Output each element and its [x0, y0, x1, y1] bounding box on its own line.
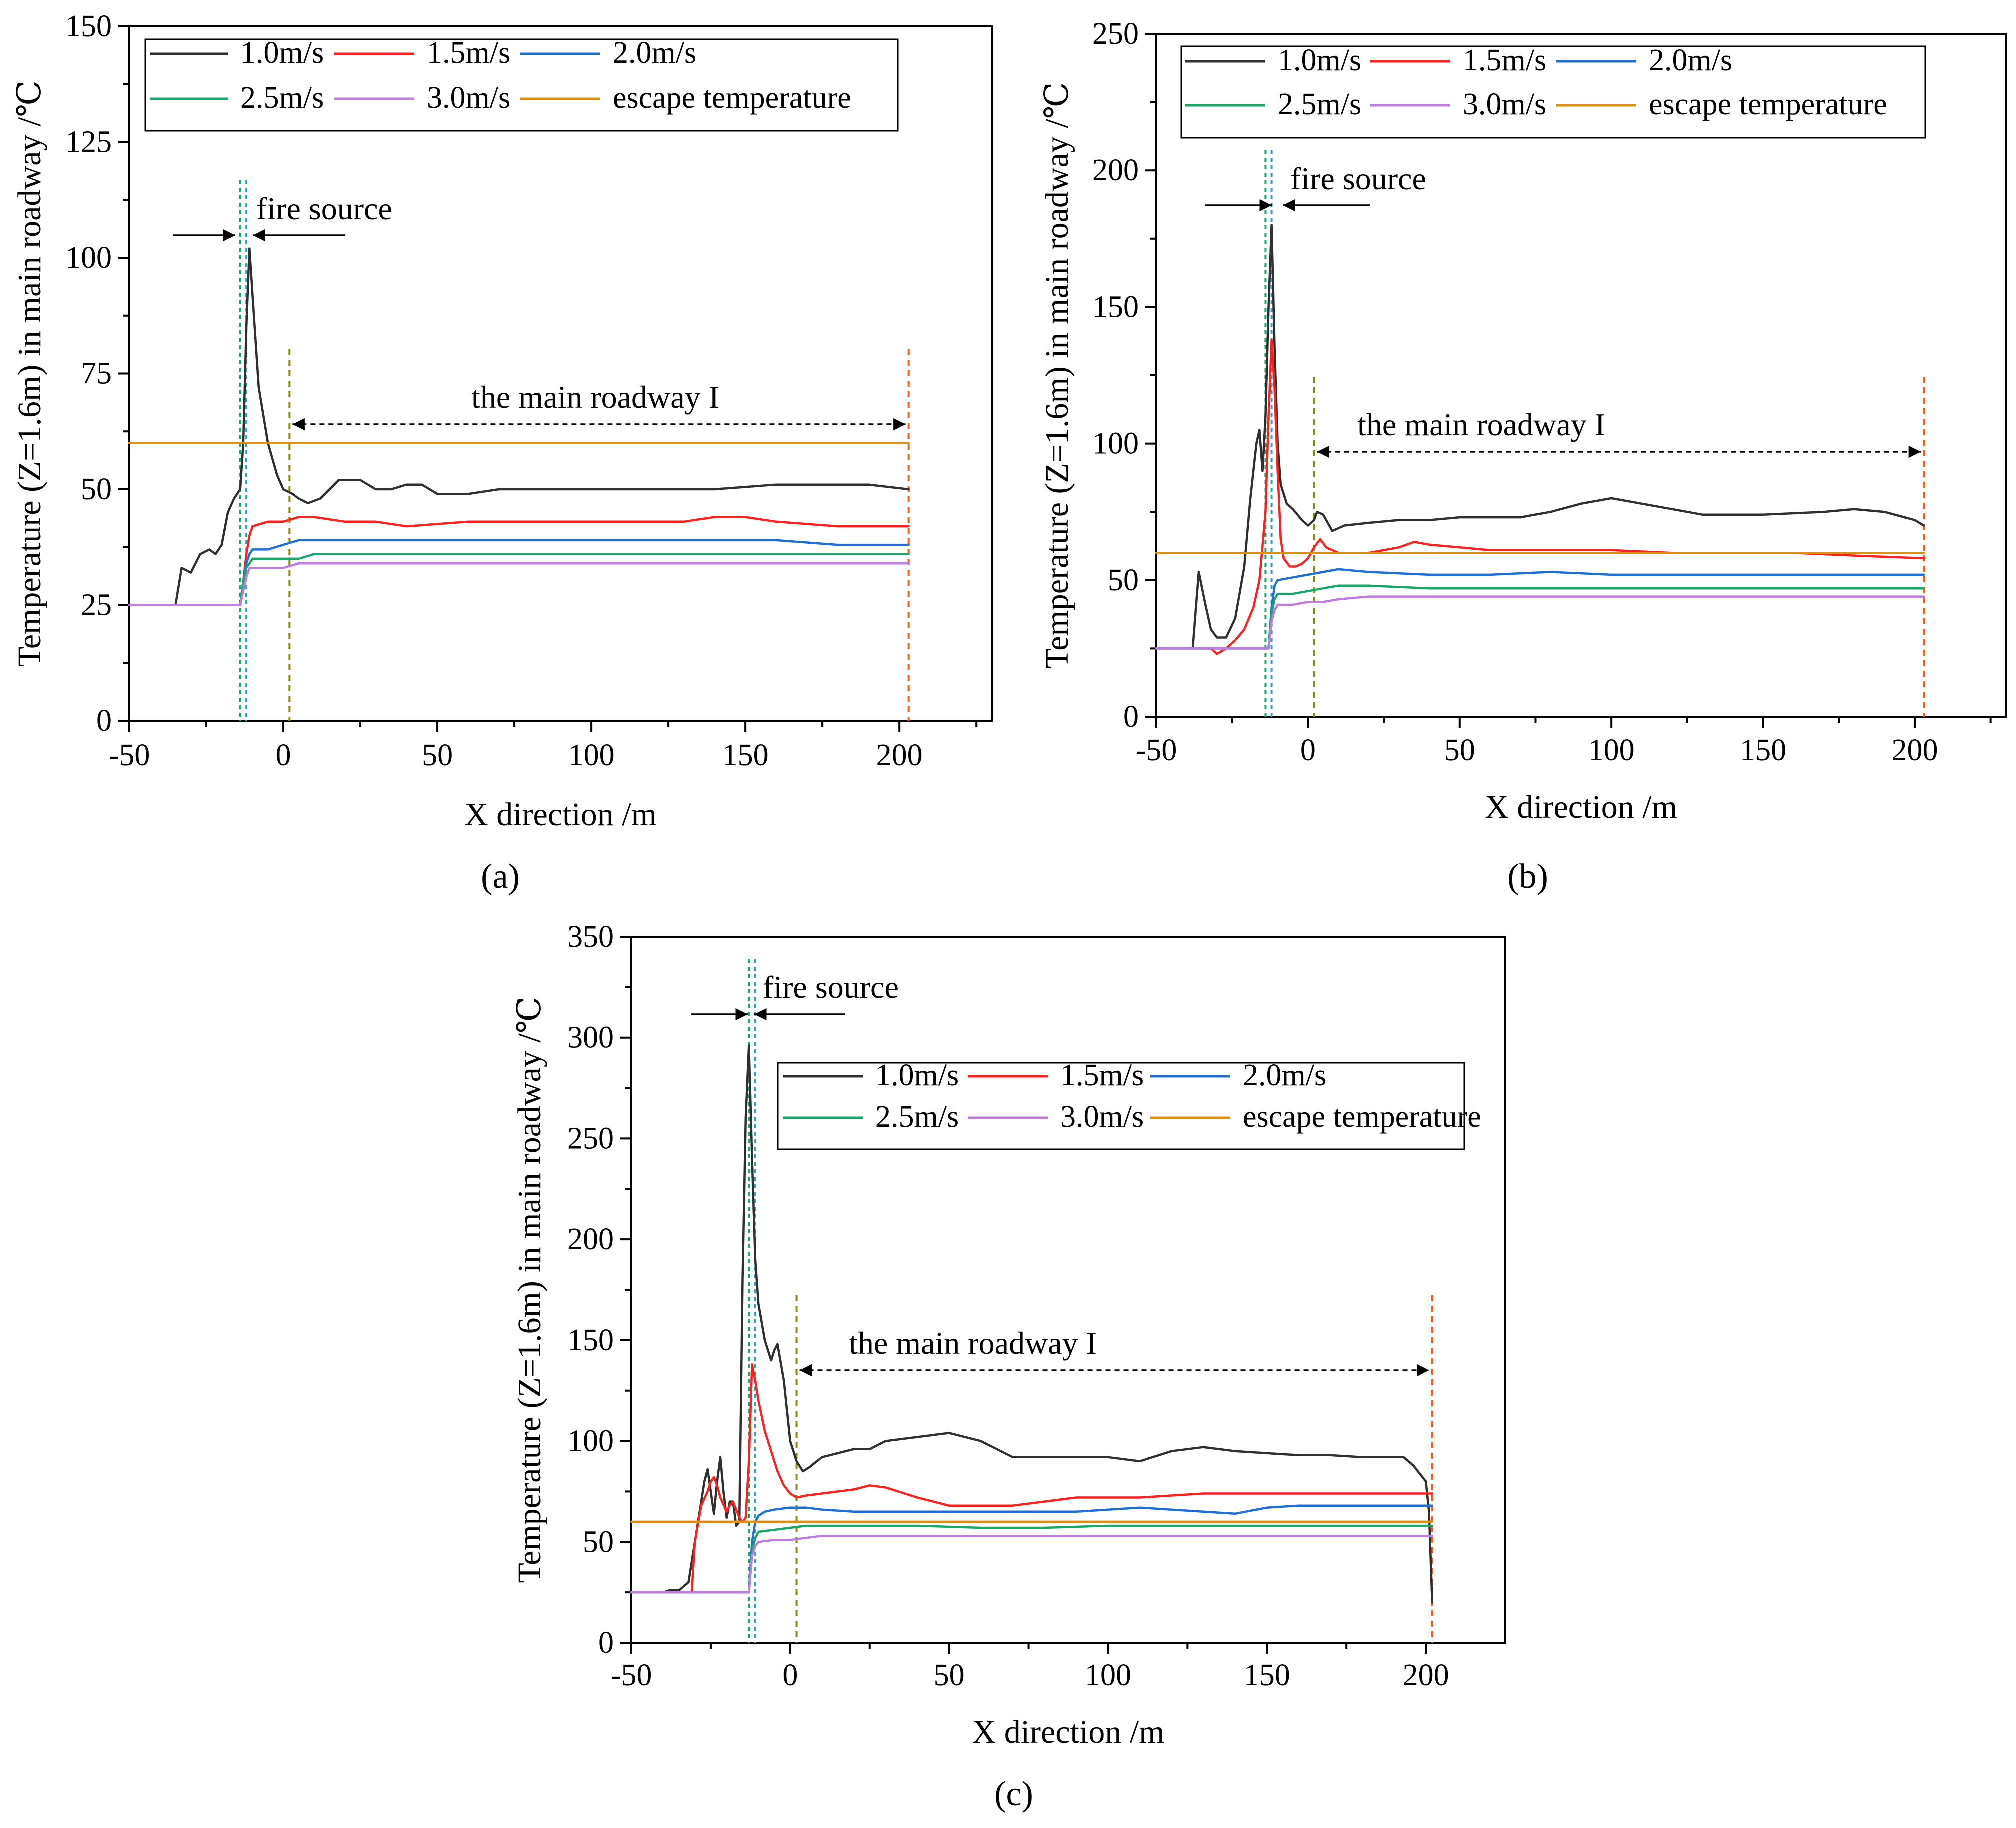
- y-tick-label: 150: [1092, 290, 1139, 324]
- series-line-1-5m-s: [1155, 338, 1925, 655]
- y-tick-label: 200: [567, 1222, 614, 1256]
- y-tick-label: 125: [65, 125, 112, 159]
- series-line-3-0m-s: [1155, 595, 1925, 650]
- y-tick-label: 0: [1123, 700, 1139, 734]
- x-tick-label: 100: [1085, 1658, 1131, 1692]
- y-axis-title: Temperature (Z=1.6m) in main roadway /℃: [1039, 82, 1075, 668]
- y-tick-label: 50: [583, 1525, 614, 1559]
- legend-entry: 2.5m/s: [240, 81, 324, 115]
- legend-box: [1180, 45, 1926, 139]
- y-tick-label: 250: [1092, 17, 1139, 51]
- x-axis-title: X direction /m: [1485, 789, 1677, 825]
- series-line-3-0m-s: [128, 562, 910, 606]
- fire-source-label: fire source: [1290, 161, 1426, 196]
- x-tick-label: 150: [1740, 733, 1786, 767]
- y-tick-label: 300: [567, 1021, 614, 1055]
- legend-entry: 2.0m/s: [1649, 43, 1732, 77]
- series-line-1-5m-s: [630, 1363, 1434, 1594]
- x-tick-label: 50: [1444, 733, 1475, 767]
- legend-entry: 1.5m/s: [427, 36, 510, 70]
- series-line-2-5m-s: [630, 1524, 1434, 1594]
- x-tick-label: -50: [1136, 733, 1177, 767]
- y-tick-label: 75: [81, 357, 112, 391]
- y-tick-label: 200: [1092, 153, 1139, 187]
- legend-entry: escape temperature: [1243, 1100, 1481, 1134]
- legend-entry: 2.0m/s: [1243, 1058, 1326, 1092]
- x-tick-label: 150: [722, 738, 769, 772]
- y-tick-label: 100: [1092, 427, 1139, 461]
- x-tick-label: 0: [1300, 733, 1316, 767]
- roadway-label: the main roadway I: [1357, 407, 1605, 442]
- y-tick-label: 150: [567, 1323, 614, 1357]
- y-axis-title: Temperature (Z=1.6m) in main roadway /℃: [11, 80, 48, 667]
- legend-entry: 3.0m/s: [1463, 87, 1546, 121]
- series-line-1-0m-s: [174, 247, 910, 606]
- x-tick-label: 100: [1588, 733, 1635, 767]
- x-tick-label: 200: [1403, 1658, 1449, 1692]
- roadway-label: the main roadway I: [471, 379, 719, 415]
- y-tick-label: 350: [567, 920, 614, 954]
- series-line-2-5m-s: [128, 553, 910, 606]
- series-line-2-0m-s: [1155, 568, 1925, 650]
- legend-box: [777, 1062, 1465, 1150]
- y-tick-label: 0: [598, 1626, 614, 1660]
- legend-entry: 2.5m/s: [1278, 87, 1361, 121]
- legend-entry: 3.0m/s: [427, 81, 510, 115]
- roadway-label: the main roadway I: [849, 1325, 1097, 1361]
- y-tick-label: 250: [567, 1121, 614, 1155]
- x-tick-label: 0: [276, 738, 291, 772]
- x-tick-label: 0: [782, 1658, 798, 1692]
- legend-entry: 1.5m/s: [1463, 43, 1546, 77]
- y-tick-label: 50: [1108, 563, 1139, 597]
- legend-entry: 2.0m/s: [613, 36, 696, 70]
- x-tick-label: 50: [422, 738, 453, 772]
- x-tick-label: -50: [611, 1658, 652, 1692]
- y-axis-title: Temperature (Z=1.6m) in main roadway /℃: [511, 996, 548, 1583]
- x-tick-label: 50: [934, 1658, 965, 1692]
- panel-label: (b): [1507, 857, 1548, 896]
- legend-entry: escape temperature: [613, 81, 851, 115]
- y-tick-label: 150: [65, 9, 112, 43]
- legend-entry: 2.5m/s: [875, 1100, 959, 1134]
- x-tick-label: 100: [568, 738, 615, 772]
- y-tick-label: 100: [65, 241, 112, 275]
- series-line-2-0m-s: [128, 539, 910, 606]
- fire-source-label: fire source: [763, 969, 899, 1005]
- legend-entry: 1.0m/s: [875, 1058, 959, 1092]
- legend-entry: escape temperature: [1649, 87, 1887, 121]
- y-tick-label: 0: [96, 704, 112, 738]
- x-axis-title: X direction /m: [464, 796, 657, 833]
- x-tick-label: 150: [1244, 1658, 1290, 1692]
- legend-entry: 1.0m/s: [240, 36, 324, 70]
- x-axis-title: X direction /m: [972, 1714, 1165, 1750]
- y-tick-label: 100: [567, 1424, 614, 1458]
- series-line-2-5m-s: [1155, 584, 1925, 650]
- panel-label: (a): [481, 857, 520, 896]
- x-tick-label: -50: [109, 738, 150, 772]
- series-line-2-0m-s: [630, 1504, 1434, 1594]
- series-line-1-5m-s: [128, 516, 910, 606]
- x-tick-label: 200: [876, 738, 923, 772]
- y-tick-label: 25: [81, 588, 112, 622]
- x-tick-label: 200: [1891, 733, 1938, 767]
- legend-entry: 3.0m/s: [1060, 1100, 1144, 1134]
- legend-entry: 1.0m/s: [1278, 43, 1361, 77]
- series-line-1-0m-s: [1191, 224, 1925, 650]
- series-line-3-0m-s: [630, 1534, 1434, 1594]
- series-line-1-0m-s: [662, 1044, 1434, 1604]
- y-tick-label: 50: [81, 472, 112, 506]
- legend-entry: 1.5m/s: [1060, 1058, 1144, 1092]
- fire-source-label: fire source: [256, 191, 392, 226]
- panel-label: (c): [994, 1775, 1033, 1813]
